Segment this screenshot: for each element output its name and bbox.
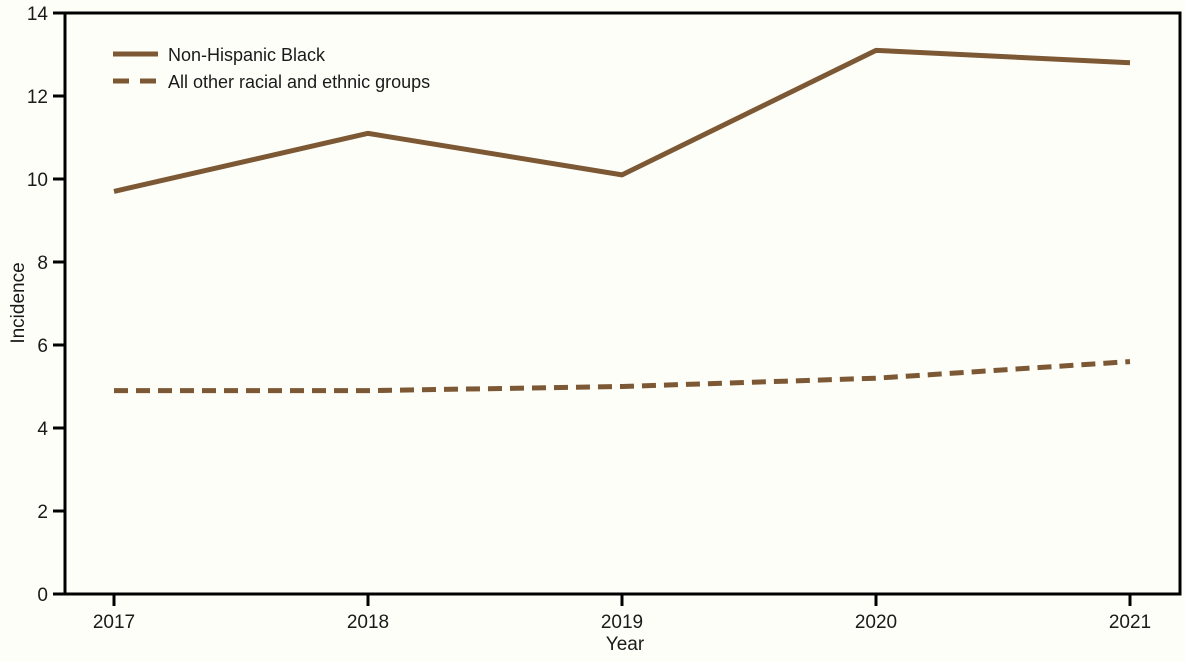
x-axis-title: Year: [606, 634, 645, 655]
plot-area: 0 2 4 6 8 10 12 14 2017 2018 2019 2020 2021: [27, 4, 1182, 633]
y-tick-label: 4: [37, 419, 48, 440]
legend: Non-Hispanic Black All other racial and …: [113, 45, 430, 92]
plot-frame: [63, 11, 1182, 596]
series-line-solid: [113, 47, 1131, 194]
legend-label-all-other-groups: All other racial and ethnic groups: [168, 72, 430, 92]
y-axis-title: Incidence: [8, 262, 29, 343]
y-tick-label: 0: [37, 585, 48, 606]
y-tick-label: 12: [27, 87, 48, 108]
x-tick-label: 2021: [1109, 612, 1151, 633]
y-tick-label: 14: [27, 4, 49, 25]
series-line-dashed: [114, 359, 1131, 394]
y-tick-label: 6: [37, 336, 48, 357]
x-tick-label: 2018: [347, 612, 389, 633]
x-tick-label: 2017: [93, 612, 135, 633]
x-tick-label: 2019: [601, 612, 643, 633]
y-tick-label: 2: [37, 502, 48, 523]
y-tick-label: 8: [37, 253, 48, 274]
legend-label-non-hispanic-black: Non-Hispanic Black: [168, 45, 326, 65]
y-tick-label: 10: [27, 170, 48, 191]
x-tick-label: 2020: [855, 612, 897, 633]
